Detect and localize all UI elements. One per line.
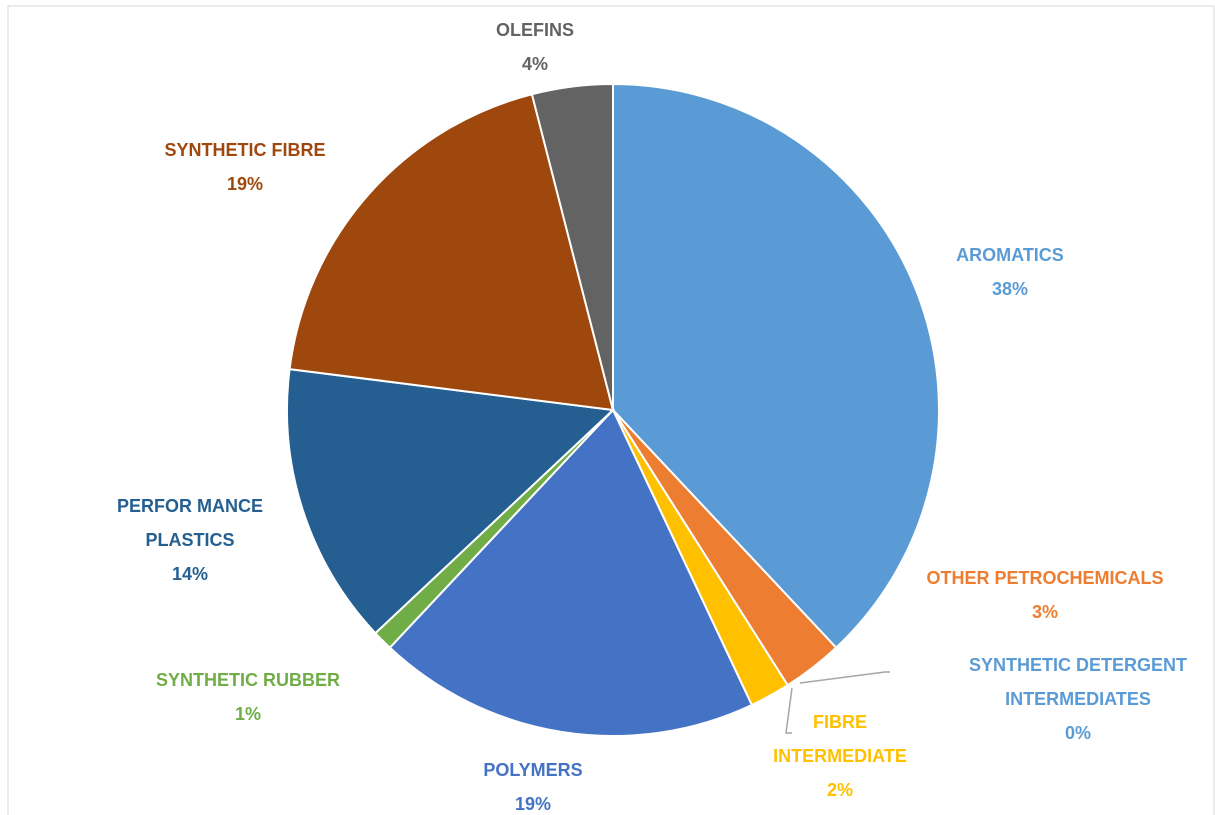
value-label: 0% — [1064, 723, 1091, 743]
pie-slice — [530, 82, 614, 411]
data-label: FIBRE INTERMEDIATE 2% — [760, 705, 920, 807]
value-label: 4% — [521, 54, 548, 74]
chart-frame — [7, 5, 1215, 815]
data-label: AROMATICS 38% — [910, 238, 1110, 306]
value-label: 38% — [991, 279, 1029, 299]
leader-line — [799, 671, 890, 684]
category-label: SYNTHETIC DETERGENT INTERMEDIATES — [968, 655, 1187, 709]
value-label: 19% — [514, 794, 552, 814]
data-label: SYNTHETIC RUBBER 1% — [118, 663, 378, 731]
value-label: 1% — [234, 704, 261, 724]
category-label: PERFOR MANCE PLASTICS — [116, 496, 263, 550]
data-label: OLEFINS 4% — [460, 13, 610, 81]
data-label: OTHER PETROCHEMICALS 3% — [885, 561, 1205, 629]
category-label: SYNTHETIC FIBRE — [164, 140, 326, 160]
category-label: SYNTHETIC RUBBER — [155, 670, 340, 690]
value-label: 3% — [1031, 602, 1058, 622]
value-label: 14% — [171, 564, 209, 584]
pie-slice — [286, 368, 616, 635]
data-label: PERFOR MANCE PLASTICS 14% — [90, 489, 290, 591]
pie-slice — [288, 93, 615, 412]
category-label: OTHER PETROCHEMICALS — [926, 568, 1164, 588]
value-label: 19% — [226, 174, 264, 194]
category-label: OLEFINS — [495, 20, 574, 40]
category-label: FIBRE INTERMEDIATE — [773, 712, 907, 766]
data-label: SYNTHETIC DETERGENT INTERMEDIATES 0% — [943, 648, 1213, 750]
data-label: POLYMERS 19% — [433, 753, 633, 815]
category-label: AROMATICS — [956, 245, 1064, 265]
pie-slice — [612, 82, 940, 650]
pie-slice — [388, 408, 754, 737]
category-label: POLYMERS — [483, 760, 583, 780]
value-label: 2% — [826, 780, 853, 800]
leader-line — [785, 687, 793, 734]
data-label: SYNTHETIC FIBRE 19% — [135, 133, 355, 201]
